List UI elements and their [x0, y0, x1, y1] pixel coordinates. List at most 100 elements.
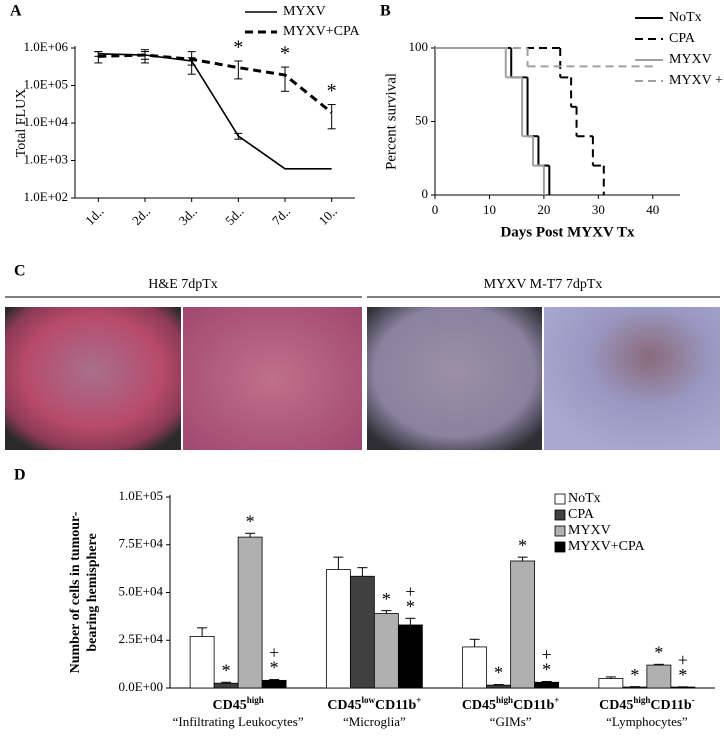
superscript: - — [692, 695, 695, 705]
y-tick-label: 7.5E+04 — [118, 536, 163, 551]
y-tick-label: 5.0E+04 — [118, 583, 163, 598]
legend-label: MYXV+CPA — [568, 539, 646, 554]
error-bar — [357, 567, 368, 577]
y-tick-label: 100 — [409, 39, 429, 54]
x-tick-label: 5d.. — [222, 204, 246, 228]
error-bar — [141, 49, 149, 64]
significance-marker: * — [280, 43, 290, 65]
bar — [622, 686, 648, 689]
x-tick-label: 0 — [432, 202, 439, 217]
category-note-box: “Infiltrating Leukocytes” — [172, 715, 304, 729]
superscript: + — [416, 695, 421, 705]
bar — [462, 646, 488, 689]
series-line — [98, 53, 332, 170]
error-bar — [327, 104, 336, 130]
y-tick-label: 1.0E+03 — [23, 151, 68, 166]
error-bar — [541, 681, 552, 683]
significance-marker: * — [678, 665, 687, 685]
legend-label: NoTx — [669, 10, 702, 25]
bar — [646, 664, 672, 689]
label-part: CD45 — [327, 698, 361, 713]
category-note: “Infiltrating Leukocytes” — [172, 715, 304, 729]
label-part: CD45 — [462, 698, 496, 713]
label-part: CD11b — [513, 698, 554, 713]
x-tick-label: 40 — [646, 202, 659, 217]
he-image-low — [5, 307, 181, 450]
x-axis-label: Days Post MYXV Tx — [500, 224, 635, 240]
error-bar — [653, 663, 664, 666]
y-tick-label: 1.0E+06 — [23, 39, 68, 54]
y-tick-label: 0.0E+00 — [118, 679, 163, 694]
he-image-high — [183, 307, 362, 450]
error-bar — [333, 556, 344, 570]
bar — [237, 536, 263, 689]
bar — [397, 624, 423, 689]
panel-label: A — [10, 3, 22, 20]
x-tick-label: 10.. — [316, 204, 340, 228]
error-bar — [381, 610, 392, 614]
x-tick-label: 1d.. — [82, 204, 106, 228]
legend-label: MYXV + CPA — [669, 73, 724, 88]
legend-swatch — [554, 493, 566, 505]
error-bar — [281, 66, 289, 92]
superscript: high — [247, 695, 264, 705]
category-note: “Microglia” — [342, 715, 406, 729]
significance-marker: * — [542, 660, 551, 680]
label-part: CD45 — [213, 698, 247, 713]
legend-label: MYXV — [568, 523, 611, 538]
bar — [598, 678, 624, 689]
significance-marker: * — [327, 80, 337, 102]
x-tick-label: 20 — [537, 202, 550, 217]
legend-label: MYXV — [669, 52, 712, 67]
superscript: + — [554, 695, 559, 705]
superscript: high — [633, 695, 650, 705]
error-bar — [517, 556, 528, 561]
panel-label: B — [380, 3, 391, 20]
category-note-box: “Lymphocytes” — [606, 715, 688, 729]
significance-marker: + — [269, 643, 279, 663]
y-tick-label: 0 — [422, 186, 429, 201]
bar — [373, 613, 399, 689]
error-bar — [234, 60, 243, 80]
category-note: “GIMs” — [489, 715, 532, 729]
error-bar — [197, 627, 208, 637]
y-axis-label: bearing hemisphere — [85, 533, 100, 651]
bar — [325, 569, 351, 689]
significance-marker: + — [405, 581, 415, 601]
significance-marker: * — [518, 535, 527, 555]
x-tick-label: 3d.. — [176, 204, 200, 228]
panel-c-images — [5, 296, 720, 450]
error-bar — [469, 638, 480, 647]
error-bar — [405, 617, 416, 625]
bar — [486, 684, 512, 689]
y-tick-label: 1.0E+05 — [118, 488, 163, 503]
y-axis-label: Percent survival — [383, 73, 399, 170]
superscript: high — [496, 695, 513, 705]
mt7-image-low — [367, 307, 542, 450]
significance-marker: * — [382, 589, 391, 609]
bar — [189, 636, 215, 689]
error-bar — [245, 532, 256, 538]
legend-label: CPA — [568, 507, 595, 522]
error-bar — [221, 681, 232, 684]
label-part: CD11b — [650, 698, 691, 713]
error-bar — [94, 51, 103, 64]
y-tick-label: 1.0E+02 — [23, 189, 68, 204]
legend-label: NoTx — [568, 491, 601, 506]
superscript: low — [362, 695, 376, 705]
image-caption: H&E 7dpTx — [148, 277, 218, 292]
y-tick-label: 1.0E+04 — [23, 114, 68, 129]
image-caption: MYXV M-T7 7dpTx — [484, 277, 603, 292]
y-axis-label: Total FLUX — [14, 89, 29, 158]
error-bar — [187, 51, 196, 75]
error-bar — [493, 684, 504, 686]
legend-swatch — [554, 509, 566, 521]
significance-marker: + — [678, 650, 688, 670]
significance-marker: * — [406, 596, 415, 616]
category-note: “Lymphocytes” — [606, 715, 688, 729]
category-note-box: “GIMs” — [489, 715, 532, 729]
legend-label: MYXV — [283, 4, 326, 19]
x-category-label: CD45high — [213, 695, 264, 713]
bar — [261, 679, 287, 689]
error-bar — [605, 676, 616, 679]
